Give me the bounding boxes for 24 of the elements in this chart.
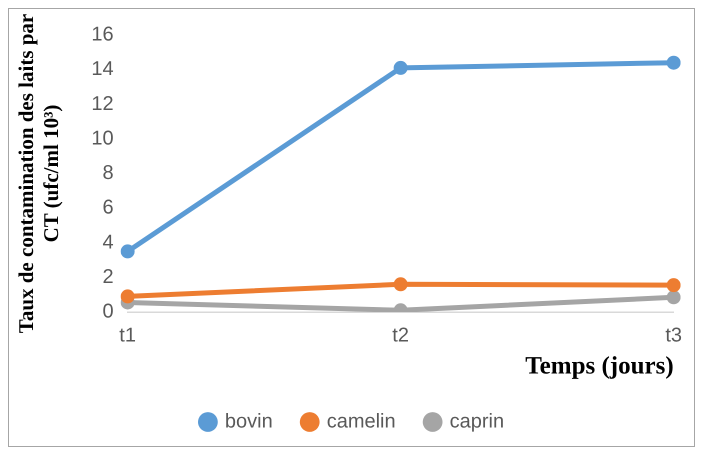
- y-tick-label: 0: [102, 300, 114, 323]
- point: [666, 278, 681, 292]
- point: [120, 289, 135, 304]
- y-tick-label: 6: [102, 196, 114, 219]
- y-tick-label: 10: [91, 127, 114, 150]
- point: [394, 60, 408, 75]
- legend-label: camelin: [326, 410, 396, 433]
- x-axis-title: Temps (jours): [525, 352, 674, 380]
- legend-label: bovin: [224, 410, 273, 433]
- y-axis-title: Taux de contamination des laits par CT (ufc/ml 10³): [14, 14, 64, 334]
- y-tick-label: 12: [91, 92, 114, 115]
- y-tick-label: 14: [91, 58, 114, 80]
- point: [666, 290, 681, 304]
- y-tick-label: 2: [102, 266, 114, 288]
- x-tick-label: t3: [665, 324, 682, 347]
- x-tick-label: t2: [392, 324, 409, 347]
- y-tick-label: 8: [102, 162, 114, 184]
- x-tick-label: t1: [119, 324, 136, 347]
- y-tick-label: 16: [91, 24, 114, 46]
- point: [120, 244, 135, 258]
- y-tick-label: 4: [102, 231, 114, 254]
- point: [666, 56, 681, 70]
- legend-label: caprin: [450, 410, 504, 433]
- point: [394, 277, 408, 292]
